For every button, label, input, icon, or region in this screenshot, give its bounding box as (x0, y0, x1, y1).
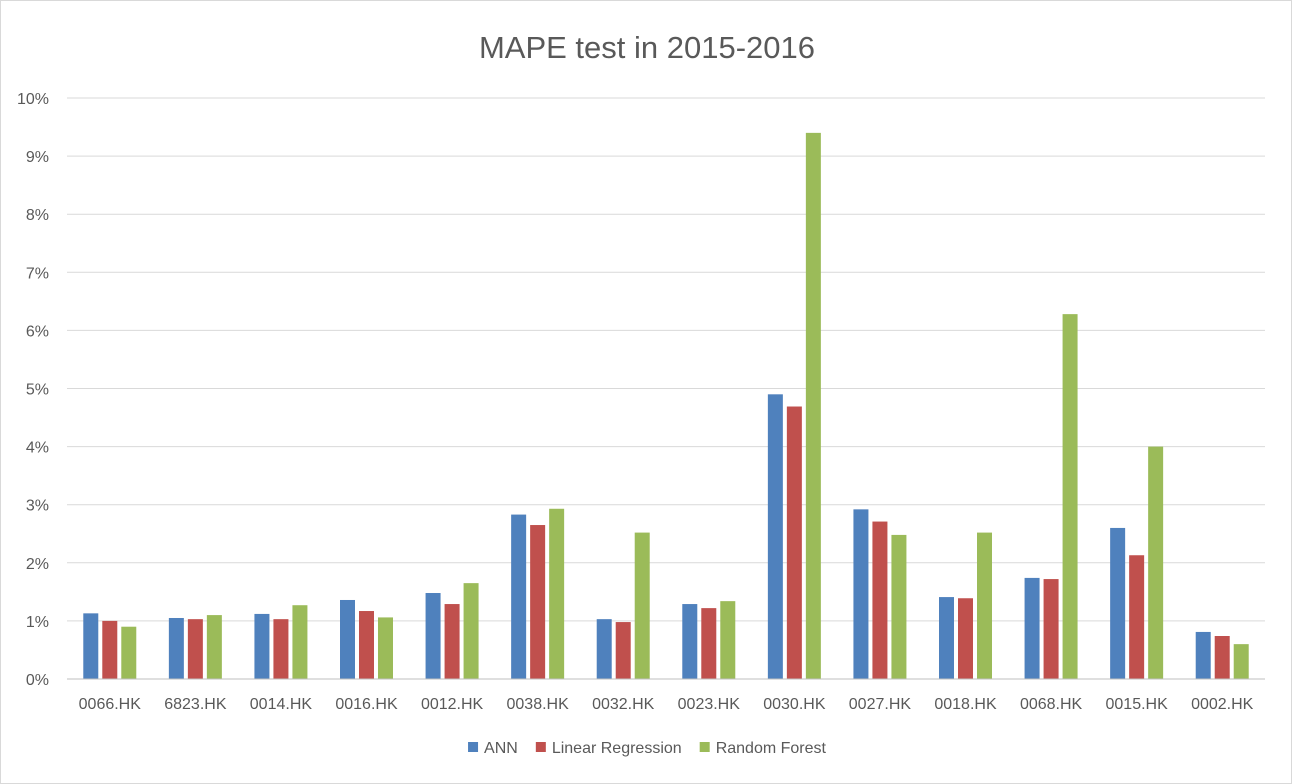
bar-random-forest (549, 508, 565, 679)
y-tick-label: 0% (26, 672, 49, 689)
x-tick-label: 0018.HK (934, 696, 997, 713)
bar-random-forest (1233, 644, 1249, 679)
bar-ann (1024, 577, 1040, 679)
bar-random-forest (1062, 314, 1078, 679)
legend-label: Random Forest (716, 740, 827, 757)
bar-linear-regression (187, 619, 203, 679)
y-tick-label: 2% (26, 556, 49, 573)
bar-linear-regression (530, 525, 546, 679)
x-tick-label: 0030.HK (763, 696, 826, 713)
bar-linear-regression (701, 608, 717, 679)
bar-ann (682, 604, 698, 679)
legend-label: ANN (484, 740, 518, 757)
y-tick-label: 8% (26, 207, 49, 224)
bar-linear-regression (786, 406, 802, 679)
x-axis-tick-labels: 0066.HK 6823.HK 0014.HK 0016.HK 0012.HK 0038.… (79, 696, 1254, 713)
bar-linear-regression (444, 604, 460, 679)
bar-random-forest (463, 583, 479, 679)
bar-linear-regression (1043, 579, 1059, 679)
bar-ann (168, 617, 184, 679)
bars (83, 132, 1249, 680)
bar-random-forest (634, 532, 650, 679)
bar-ann (340, 599, 355, 679)
bar-linear-regression (1214, 636, 1230, 679)
bar-ann (1195, 631, 1211, 679)
x-tick-label: 0023.HK (678, 696, 741, 713)
bar-random-forest (720, 601, 736, 679)
legend-label: Linear Regression (552, 740, 682, 757)
bar-random-forest (292, 605, 308, 679)
bar-random-forest (805, 132, 821, 680)
bar-ann (939, 597, 954, 679)
x-tick-label: 0027.HK (849, 696, 912, 713)
bar-random-forest (206, 615, 222, 679)
bar-random-forest (891, 534, 907, 679)
bar-random-forest (121, 626, 137, 679)
bar-random-forest (1148, 446, 1164, 679)
x-tick-label: 0002.HK (1191, 696, 1254, 713)
y-tick-label: 9% (26, 149, 49, 166)
x-tick-label: 0014.HK (250, 696, 313, 713)
bar-ann (596, 619, 612, 679)
x-tick-label: 0015.HK (1106, 696, 1169, 713)
bar-linear-regression (958, 598, 973, 679)
x-tick-label: 6823.HK (164, 696, 227, 713)
bar-random-forest (378, 617, 393, 679)
bar-ann (511, 514, 527, 679)
x-tick-label: 0032.HK (592, 696, 655, 713)
bar-linear-regression (273, 619, 289, 679)
legend: ANN Linear Regression Random Forest (468, 740, 827, 757)
bar-ann (767, 394, 783, 679)
gridlines (67, 97, 1265, 622)
bar-ann (83, 613, 99, 679)
legend-swatch (699, 742, 710, 752)
y-tick-label: 7% (26, 265, 49, 282)
legend-swatch (535, 742, 546, 752)
x-tick-label: 0066.HK (79, 696, 142, 713)
y-tick-label: 1% (26, 614, 49, 631)
legend-swatch (468, 742, 479, 752)
y-tick-label: 3% (26, 498, 49, 515)
x-tick-label: 0012.HK (421, 696, 484, 713)
y-tick-label: 4% (26, 440, 49, 457)
bar-random-forest (977, 532, 992, 679)
x-tick-label: 0068.HK (1020, 696, 1083, 713)
y-tick-label: 5% (26, 382, 49, 399)
x-tick-label: 0038.HK (507, 696, 570, 713)
bar-linear-regression (359, 611, 374, 679)
bar-linear-regression (102, 620, 118, 679)
y-tick-label: 6% (26, 323, 49, 340)
chart-title: MAPE test in 2015-2016 (479, 30, 815, 65)
y-tick-label: 10% (17, 91, 49, 108)
bar-ann (853, 509, 869, 679)
bar-ann (254, 613, 270, 679)
bar-linear-regression (615, 622, 631, 679)
x-tick-label: 0016.HK (335, 696, 398, 713)
bar-ann (1110, 527, 1126, 679)
bar-linear-regression (1129, 555, 1145, 679)
bar-linear-regression (872, 521, 888, 679)
bar-ann (425, 593, 441, 679)
y-axis-tick-labels: 0% 1% 2% 3% 4% 5% 6% 7% 8% 9% 10% (17, 91, 49, 689)
